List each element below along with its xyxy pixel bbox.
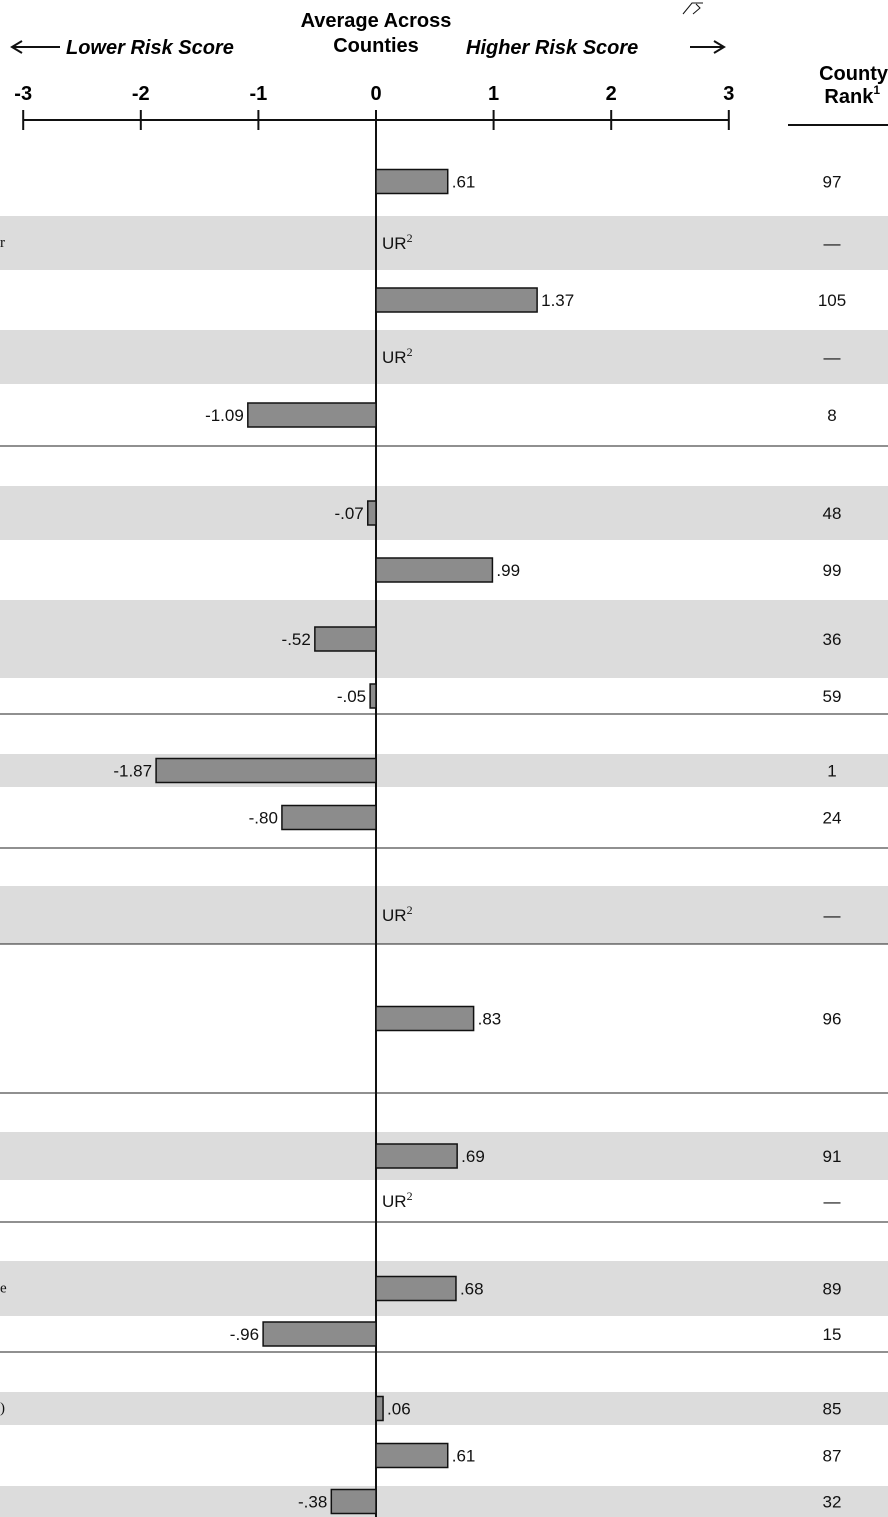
value-label: -.38 xyxy=(298,1493,327,1512)
header-center-line1: Average Across xyxy=(301,10,452,32)
bar xyxy=(155,757,377,784)
value-label: -1.87 xyxy=(113,762,152,781)
rank-word: Rank xyxy=(824,86,874,108)
county-rank: 105 xyxy=(818,291,846,310)
value-label: -.80 xyxy=(249,809,278,828)
bar xyxy=(375,1005,475,1032)
unreliable-label: UR2 xyxy=(382,1189,413,1211)
value-label: -.96 xyxy=(230,1325,259,1344)
county-rank: 59 xyxy=(823,687,842,706)
row-band xyxy=(0,886,888,944)
county-rank: 96 xyxy=(823,1010,842,1029)
bar xyxy=(281,804,377,831)
row-label-fragment: e xyxy=(0,1281,7,1297)
county-rank: 99 xyxy=(823,561,842,580)
row-band xyxy=(0,1392,888,1425)
value-label: -.05 xyxy=(337,687,366,706)
bar xyxy=(375,168,449,195)
unreliable-label: UR2 xyxy=(382,345,413,367)
value-label: 1.37 xyxy=(541,291,574,310)
higher-risk-arrow-icon xyxy=(690,40,726,54)
county-rank: 24 xyxy=(823,809,842,828)
bars xyxy=(155,168,538,1515)
row-band xyxy=(0,754,888,787)
county-rank: — xyxy=(824,234,841,253)
bar xyxy=(314,626,377,652)
value-labels: .61 UR2 1.37 UR2 -1.09 -.07 .99 -.52 -.05 -1.87 -.… xyxy=(113,173,574,1512)
row-label-fragment: r xyxy=(0,235,5,251)
county-rank: 8 xyxy=(827,406,836,425)
x-axis: -3 -2 -1 0 1 2 3 xyxy=(14,83,734,130)
header-higher-risk: Higher Risk Score xyxy=(466,37,638,59)
county-rank: — xyxy=(824,906,841,925)
x-tick-label: -1 xyxy=(250,83,268,105)
value-label: .06 xyxy=(387,1400,411,1419)
bar xyxy=(262,1321,377,1347)
row-band xyxy=(0,1486,888,1517)
county-rank: 97 xyxy=(823,173,842,192)
value-label: .99 xyxy=(496,561,520,580)
value-label: -.52 xyxy=(282,630,311,649)
row-band xyxy=(0,600,888,678)
county-rank: 91 xyxy=(823,1147,842,1166)
county-rank: 32 xyxy=(823,1493,842,1512)
county-rank: 36 xyxy=(823,630,842,649)
bar xyxy=(367,500,377,526)
bar xyxy=(375,1442,449,1469)
county-rank: 48 xyxy=(823,504,842,523)
bar xyxy=(375,1143,458,1169)
value-label: .61 xyxy=(452,173,476,192)
row-band xyxy=(0,486,888,540)
x-tick-label: -3 xyxy=(14,83,32,105)
value-label: .83 xyxy=(478,1010,502,1029)
value-label: .61 xyxy=(452,1447,476,1466)
county-rank: 85 xyxy=(823,1400,842,1419)
county-rank: 87 xyxy=(823,1447,842,1466)
bar xyxy=(375,287,538,313)
rank-labels: 97 — 105 — 8 48 99 36 59 1 24 — 96 91 — 89 15 85 87 32 xyxy=(818,173,846,1512)
value-label: .69 xyxy=(461,1147,485,1166)
row-band xyxy=(0,330,888,384)
bar xyxy=(375,1395,384,1422)
page-corner-mark-icon xyxy=(682,2,703,15)
value-label: -.07 xyxy=(334,504,363,523)
row-label-fragment: ) xyxy=(0,1401,5,1417)
header-rank-line2: Rank1 xyxy=(824,83,880,108)
row-labels: r e) xyxy=(0,235,7,1417)
x-tick-label: 0 xyxy=(370,83,381,105)
x-tick-label: -2 xyxy=(132,83,150,105)
value-label: .68 xyxy=(460,1280,484,1299)
bar xyxy=(375,1275,457,1302)
lower-risk-arrow-icon xyxy=(10,40,60,54)
section-dividers xyxy=(0,445,888,1353)
bar xyxy=(369,683,377,709)
rank-footnote: 1 xyxy=(873,83,880,97)
row-band xyxy=(0,216,888,270)
x-tick-label: 2 xyxy=(606,83,617,105)
bar xyxy=(247,402,377,428)
header-lower-risk: Lower Risk Score xyxy=(66,37,234,59)
unreliable-label: UR2 xyxy=(382,231,413,253)
county-rank: 89 xyxy=(823,1280,842,1299)
county-rank: — xyxy=(824,348,841,367)
bar xyxy=(375,557,494,583)
value-label: -1.09 xyxy=(205,406,244,425)
header-rank-line1: County xyxy=(819,63,888,85)
x-tick-label: 1 xyxy=(488,83,499,105)
x-tick-label: 3 xyxy=(723,83,734,105)
unreliable-label: UR2 xyxy=(382,903,413,925)
county-rank: 1 xyxy=(827,762,836,781)
header-center-line2: Counties xyxy=(333,35,419,57)
county-rank: 15 xyxy=(823,1325,842,1344)
row-bands xyxy=(0,216,888,1517)
bar xyxy=(330,1488,377,1515)
county-rank: — xyxy=(824,1192,841,1211)
